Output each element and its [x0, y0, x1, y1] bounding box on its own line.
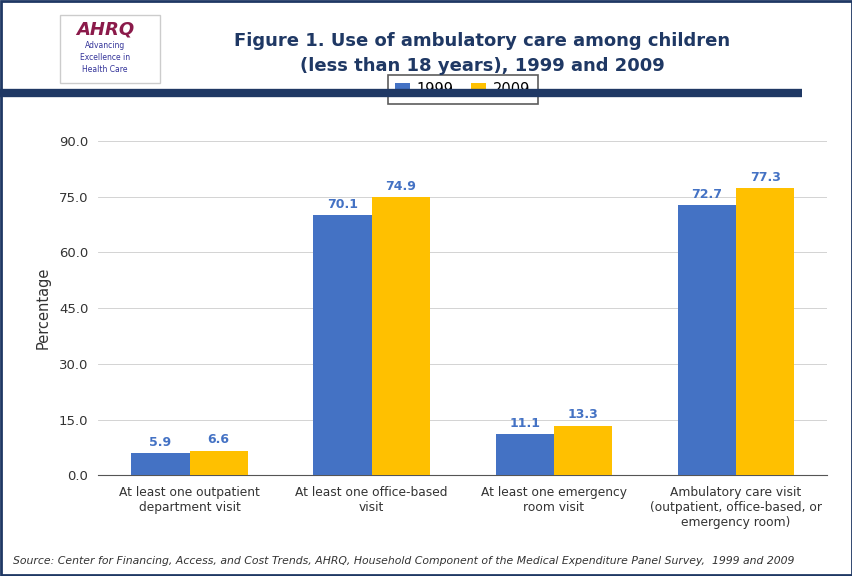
Text: 11.1: 11.1 — [509, 416, 539, 430]
Bar — [495, 434, 553, 475]
Text: AHRQ: AHRQ — [76, 20, 134, 38]
Bar — [313, 215, 371, 475]
Y-axis label: Percentage: Percentage — [36, 267, 50, 350]
Text: 5.9: 5.9 — [149, 436, 171, 449]
Text: Figure 1. Use of ambulatory care among children
(less than 18 years), 1999 and 2: Figure 1. Use of ambulatory care among c… — [233, 32, 729, 75]
Text: 13.3: 13.3 — [567, 408, 597, 422]
Text: 77.3: 77.3 — [749, 171, 780, 184]
Bar — [131, 453, 189, 475]
Legend: 1999, 2009: 1999, 2009 — [387, 75, 538, 104]
Text: 72.7: 72.7 — [690, 188, 722, 201]
Text: 74.9: 74.9 — [385, 180, 416, 193]
Bar — [676, 205, 735, 475]
Bar — [553, 426, 612, 475]
FancyBboxPatch shape — [60, 15, 159, 82]
Bar — [735, 188, 793, 475]
Text: 70.1: 70.1 — [326, 198, 358, 211]
Bar — [189, 450, 248, 475]
Text: 6.6: 6.6 — [207, 433, 229, 446]
Text: Advancing
Excellence in
Health Care: Advancing Excellence in Health Care — [80, 41, 130, 74]
Text: Source: Center for Financing, Access, and Cost Trends, AHRQ, Household Component: Source: Center for Financing, Access, an… — [13, 556, 793, 566]
Bar — [371, 197, 429, 475]
